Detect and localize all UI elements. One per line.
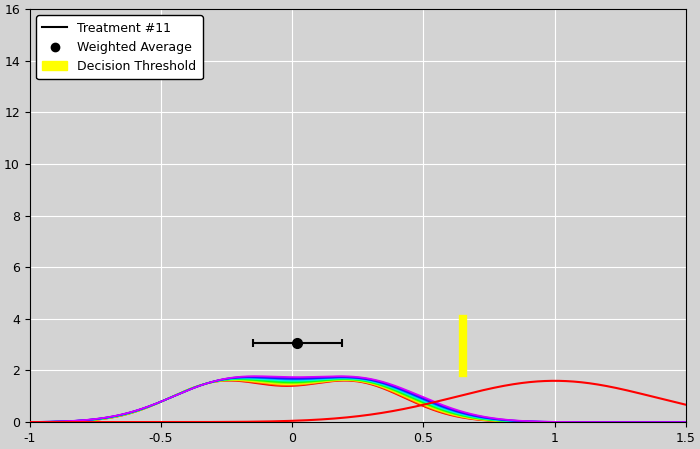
Legend: Treatment #11, Weighted Average, Decision Threshold: Treatment #11, Weighted Average, Decisio… (36, 15, 202, 79)
